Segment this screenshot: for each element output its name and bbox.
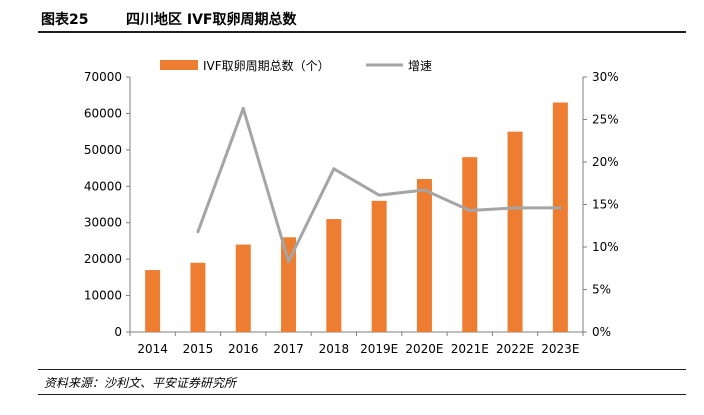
x-tick-label: 2021E	[451, 342, 489, 356]
x-tick-label: 2016	[228, 342, 259, 356]
growth-point	[287, 259, 291, 263]
footer-rule-top	[38, 369, 686, 370]
y-right-tick-label: 5%	[592, 283, 611, 297]
y-left-tick-label: 30000	[84, 216, 122, 230]
y-left-tick-label: 10000	[84, 289, 122, 303]
y-right-tick-label: 30%	[592, 70, 619, 84]
bar	[326, 219, 342, 332]
y-right-tick-label: 0%	[592, 325, 611, 339]
y-left-tick-label: 70000	[84, 70, 122, 84]
bar	[371, 200, 387, 332]
growth-point	[468, 208, 472, 212]
source-note: 资料来源：沙利文、平安证券研究所	[44, 376, 237, 390]
figure-title: 四川地区 IVF取卵周期总数	[126, 12, 297, 28]
legend-label-bar: IVF取卵周期总数（个）	[203, 58, 330, 73]
y-left-tick-label: 60000	[84, 106, 122, 120]
footer-rule-bottom	[38, 394, 686, 395]
y-left-tick-label: 40000	[84, 179, 122, 193]
bar	[552, 102, 568, 332]
x-tick-label: 2022E	[496, 342, 534, 356]
x-tick-label: 2014	[137, 342, 168, 356]
y-left-tick-label: 50000	[84, 143, 122, 157]
bar	[462, 157, 478, 332]
growth-point	[332, 167, 336, 171]
legend-swatch-bar	[160, 60, 198, 70]
figure-header: 图表25 四川地区 IVF取卵周期总数	[38, 6, 686, 32]
y-right-tick-label: 25%	[592, 113, 619, 127]
header-rule	[38, 31, 686, 33]
legend-label-line: 增速	[408, 59, 432, 73]
x-tick-label: 2015	[183, 342, 214, 356]
growth-point	[377, 193, 381, 197]
growth-point	[513, 206, 517, 210]
bar	[281, 237, 297, 332]
bar	[235, 244, 251, 332]
bar	[507, 131, 523, 332]
combo-chart: 0 10000 20000 30000 40000 50000 60000 70000 0% 5%…	[84, 58, 619, 356]
x-tick-label: 2018	[319, 342, 350, 356]
x-tick-label: 2023E	[541, 342, 579, 356]
growth-point	[241, 106, 245, 110]
growth-point	[558, 206, 562, 210]
x-tick-label: 2020E	[405, 342, 443, 356]
growth-point	[196, 230, 200, 234]
y-right-tick-label: 15%	[592, 198, 619, 212]
x-tick-label: 2019E	[360, 342, 398, 356]
figure-number: 图表25	[41, 12, 89, 28]
y-right-tick-label: 10%	[592, 240, 619, 254]
bar	[190, 262, 206, 332]
y-left-tick-label: 0	[114, 325, 122, 339]
y-left-tick-label: 20000	[84, 252, 122, 266]
y-right-tick-label: 20%	[592, 155, 619, 169]
bar	[416, 179, 432, 332]
growth-point	[422, 188, 426, 192]
x-tick-label: 2017	[273, 342, 304, 356]
bar	[145, 270, 161, 332]
